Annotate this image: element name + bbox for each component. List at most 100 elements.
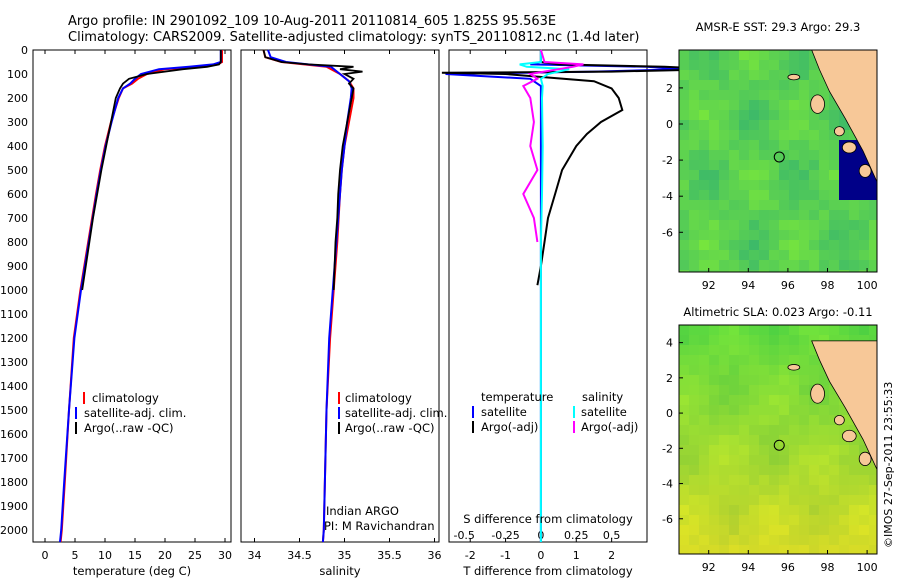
map-cell [689,260,699,270]
map-cell [699,335,709,345]
map-cell [839,445,849,455]
map-cell [689,70,699,80]
map-cell [719,250,729,260]
map-cell [799,80,809,90]
map-cell [719,170,729,180]
map-cell [739,475,749,485]
map-cell [699,445,709,455]
map-cell [769,100,779,110]
map-cell [709,150,719,160]
map-cell [799,545,809,554]
map-cell [759,240,769,250]
map-cell [809,80,819,90]
map-cell [739,230,749,240]
map-cell [789,60,799,70]
x2-tick-label: -0.5 [453,529,474,542]
map-cell [839,535,849,545]
map-cell [709,465,719,475]
map-cell [679,455,689,465]
map-cell [709,475,719,485]
map-cell [849,150,859,160]
map-cell [679,445,689,455]
map-cell [679,335,689,345]
map-cell [829,395,839,405]
map-cell [779,465,789,475]
map-cell [799,435,809,445]
salinity-panel-frame [240,49,440,543]
map-cell [759,405,769,415]
map-cell [859,180,869,190]
map-cell [809,435,819,445]
map-cell [789,140,799,150]
island [810,94,825,114]
map-cell [699,50,709,60]
map-cell [689,335,699,345]
island [858,164,872,178]
map-cell [839,325,849,335]
map-cell [679,495,689,505]
map-cell [689,50,699,60]
map-cell [819,160,829,170]
map-cell [789,240,799,250]
map-cell [749,455,759,465]
map-cell [739,220,749,230]
map-cell [839,475,849,485]
map-cell [839,525,849,535]
map-x-tick-label: 100 [857,279,878,292]
map-cell [739,120,749,130]
map-cell [799,505,809,515]
map-y-tick-label: 4 [666,337,673,350]
map-cell [819,240,829,250]
map-y-tick-label: -2 [662,154,673,167]
map-cell [779,325,789,335]
depth-tick-label: 400 [7,140,28,153]
map-cell [699,200,709,210]
map-cell [709,70,719,80]
x-tick-label: 35 [338,549,352,562]
map-cell [679,190,689,200]
map-cell [679,200,689,210]
map-cell [719,140,729,150]
map-cell [709,535,719,545]
legend-label-argo: Argo(..raw -QC) [84,421,174,435]
map-cell [779,505,789,515]
map-cell [799,495,809,505]
map-cell [799,355,809,365]
map-cell [679,535,689,545]
map-cell [809,170,819,180]
depth-tick-label: 100 [7,68,28,81]
map-cell [759,425,769,435]
map-cell [739,240,749,250]
map-cell [719,210,729,220]
map-cell [799,160,809,170]
map-cell [829,260,839,270]
map-cell [789,475,799,485]
map-cell [729,90,739,100]
map-cell [749,435,759,445]
map-cell [839,335,849,345]
map-cell [759,375,769,385]
map-cell [759,120,769,130]
map-cell [699,435,709,445]
map-cell [749,365,759,375]
map-cell [769,180,779,190]
map-cell [849,270,859,272]
map-cell [779,535,789,545]
depth-tick-label: 1900 [0,500,28,513]
island [834,414,845,426]
map-cell [769,230,779,240]
map-x-tick-label: 94 [741,561,755,574]
map-cell [719,80,729,90]
map-cell [779,230,789,240]
map-cell [729,140,739,150]
map-cell [679,120,689,130]
map-cell [809,485,819,495]
map-cell [849,545,859,554]
map-cell [729,365,739,375]
map-cell [729,325,739,335]
map-cell [869,475,877,485]
map-cell [809,220,819,230]
map-cell [839,425,849,435]
map-cell [859,230,869,240]
map-cell [739,200,749,210]
